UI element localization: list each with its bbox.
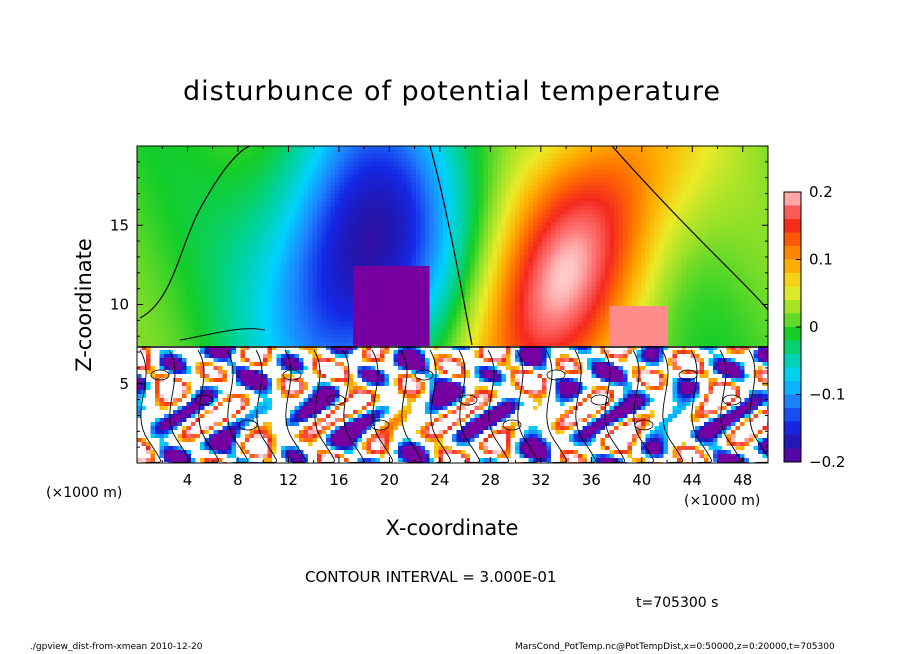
x-tick-label: 16 <box>329 471 348 489</box>
y-tick-label: 15 <box>110 216 129 234</box>
colorbar-swatch <box>784 313 801 328</box>
time-label: t=705300 s <box>636 595 719 611</box>
y-tick-label: 10 <box>110 296 129 314</box>
x-tick-label: 40 <box>632 471 651 489</box>
y-axis-title: Z-coordinate <box>72 238 96 372</box>
x-tick-label: 20 <box>380 471 399 489</box>
contour-lines <box>137 146 768 463</box>
colorbar-swatch <box>784 394 801 409</box>
colorbar-tick-label: 0 <box>809 318 819 336</box>
x-tick-label: 36 <box>582 471 601 489</box>
colorbar-swatch <box>784 246 801 260</box>
x-tick-label: 24 <box>430 471 449 489</box>
colorbar-tick-label: −0.1 <box>809 386 845 404</box>
colorbar-swatch <box>784 381 801 395</box>
colorbar-swatch <box>784 232 801 247</box>
x-tick-label: 8 <box>233 471 243 489</box>
colorbar-swatch <box>784 219 801 233</box>
x-tick-label: 12 <box>279 471 298 489</box>
colorbar-swatch <box>784 300 801 314</box>
x-axis: 4 8 12 16 20 24 28 32 36 40 44 48 <box>161 146 752 489</box>
colorbar-swatch <box>784 367 801 382</box>
colorbar-swatch <box>784 421 801 436</box>
colorbar-swatch <box>784 192 801 206</box>
colorbar-tick-label: 0.1 <box>809 251 833 269</box>
y-axis: 5 10 15 <box>110 161 768 448</box>
colorbar-swatch <box>784 327 801 341</box>
x-tick-label: 4 <box>183 471 193 489</box>
footer-command: ./gpview_dist-from-xmean 2010-12-20 <box>30 642 203 652</box>
colorbar-tick-label: 0.2 <box>809 183 833 201</box>
colorbar-swatch <box>784 435 801 449</box>
footer-source: MarsCond_PotTemp.nc@PotTempDist,x=0:5000… <box>515 642 835 652</box>
x-tick-label: 48 <box>733 471 752 489</box>
x-axis-title: X-coordinate <box>386 516 519 540</box>
colorbar-swatch <box>784 408 801 422</box>
colorbar-swatch <box>784 205 801 220</box>
x-tick-label: 28 <box>481 471 500 489</box>
heatmap-field <box>137 146 768 463</box>
x-tick-label: 32 <box>531 471 550 489</box>
x-unit-left: (×1000 m) <box>46 485 122 501</box>
colorbar-swatch <box>784 354 801 368</box>
colorbar-swatch <box>784 273 801 287</box>
contour-interval-label: CONTOUR INTERVAL = 3.000E-01 <box>305 568 557 586</box>
colorbar-tick-label: −0.2 <box>809 453 845 471</box>
colorbar-swatch <box>784 448 801 463</box>
colorbar-swatch <box>784 340 801 355</box>
y-tick-label: 5 <box>119 375 129 393</box>
colorbar-swatch <box>784 259 801 274</box>
colorbar-swatch <box>784 286 801 301</box>
chart-title: disturbunce of potential temperature <box>183 76 721 107</box>
colorbar: 0.2 0.1 0 −0.1 −0.2 <box>783 183 845 471</box>
x-tick-label: 44 <box>683 471 702 489</box>
x-unit-right: (×1000 m) <box>684 493 760 509</box>
